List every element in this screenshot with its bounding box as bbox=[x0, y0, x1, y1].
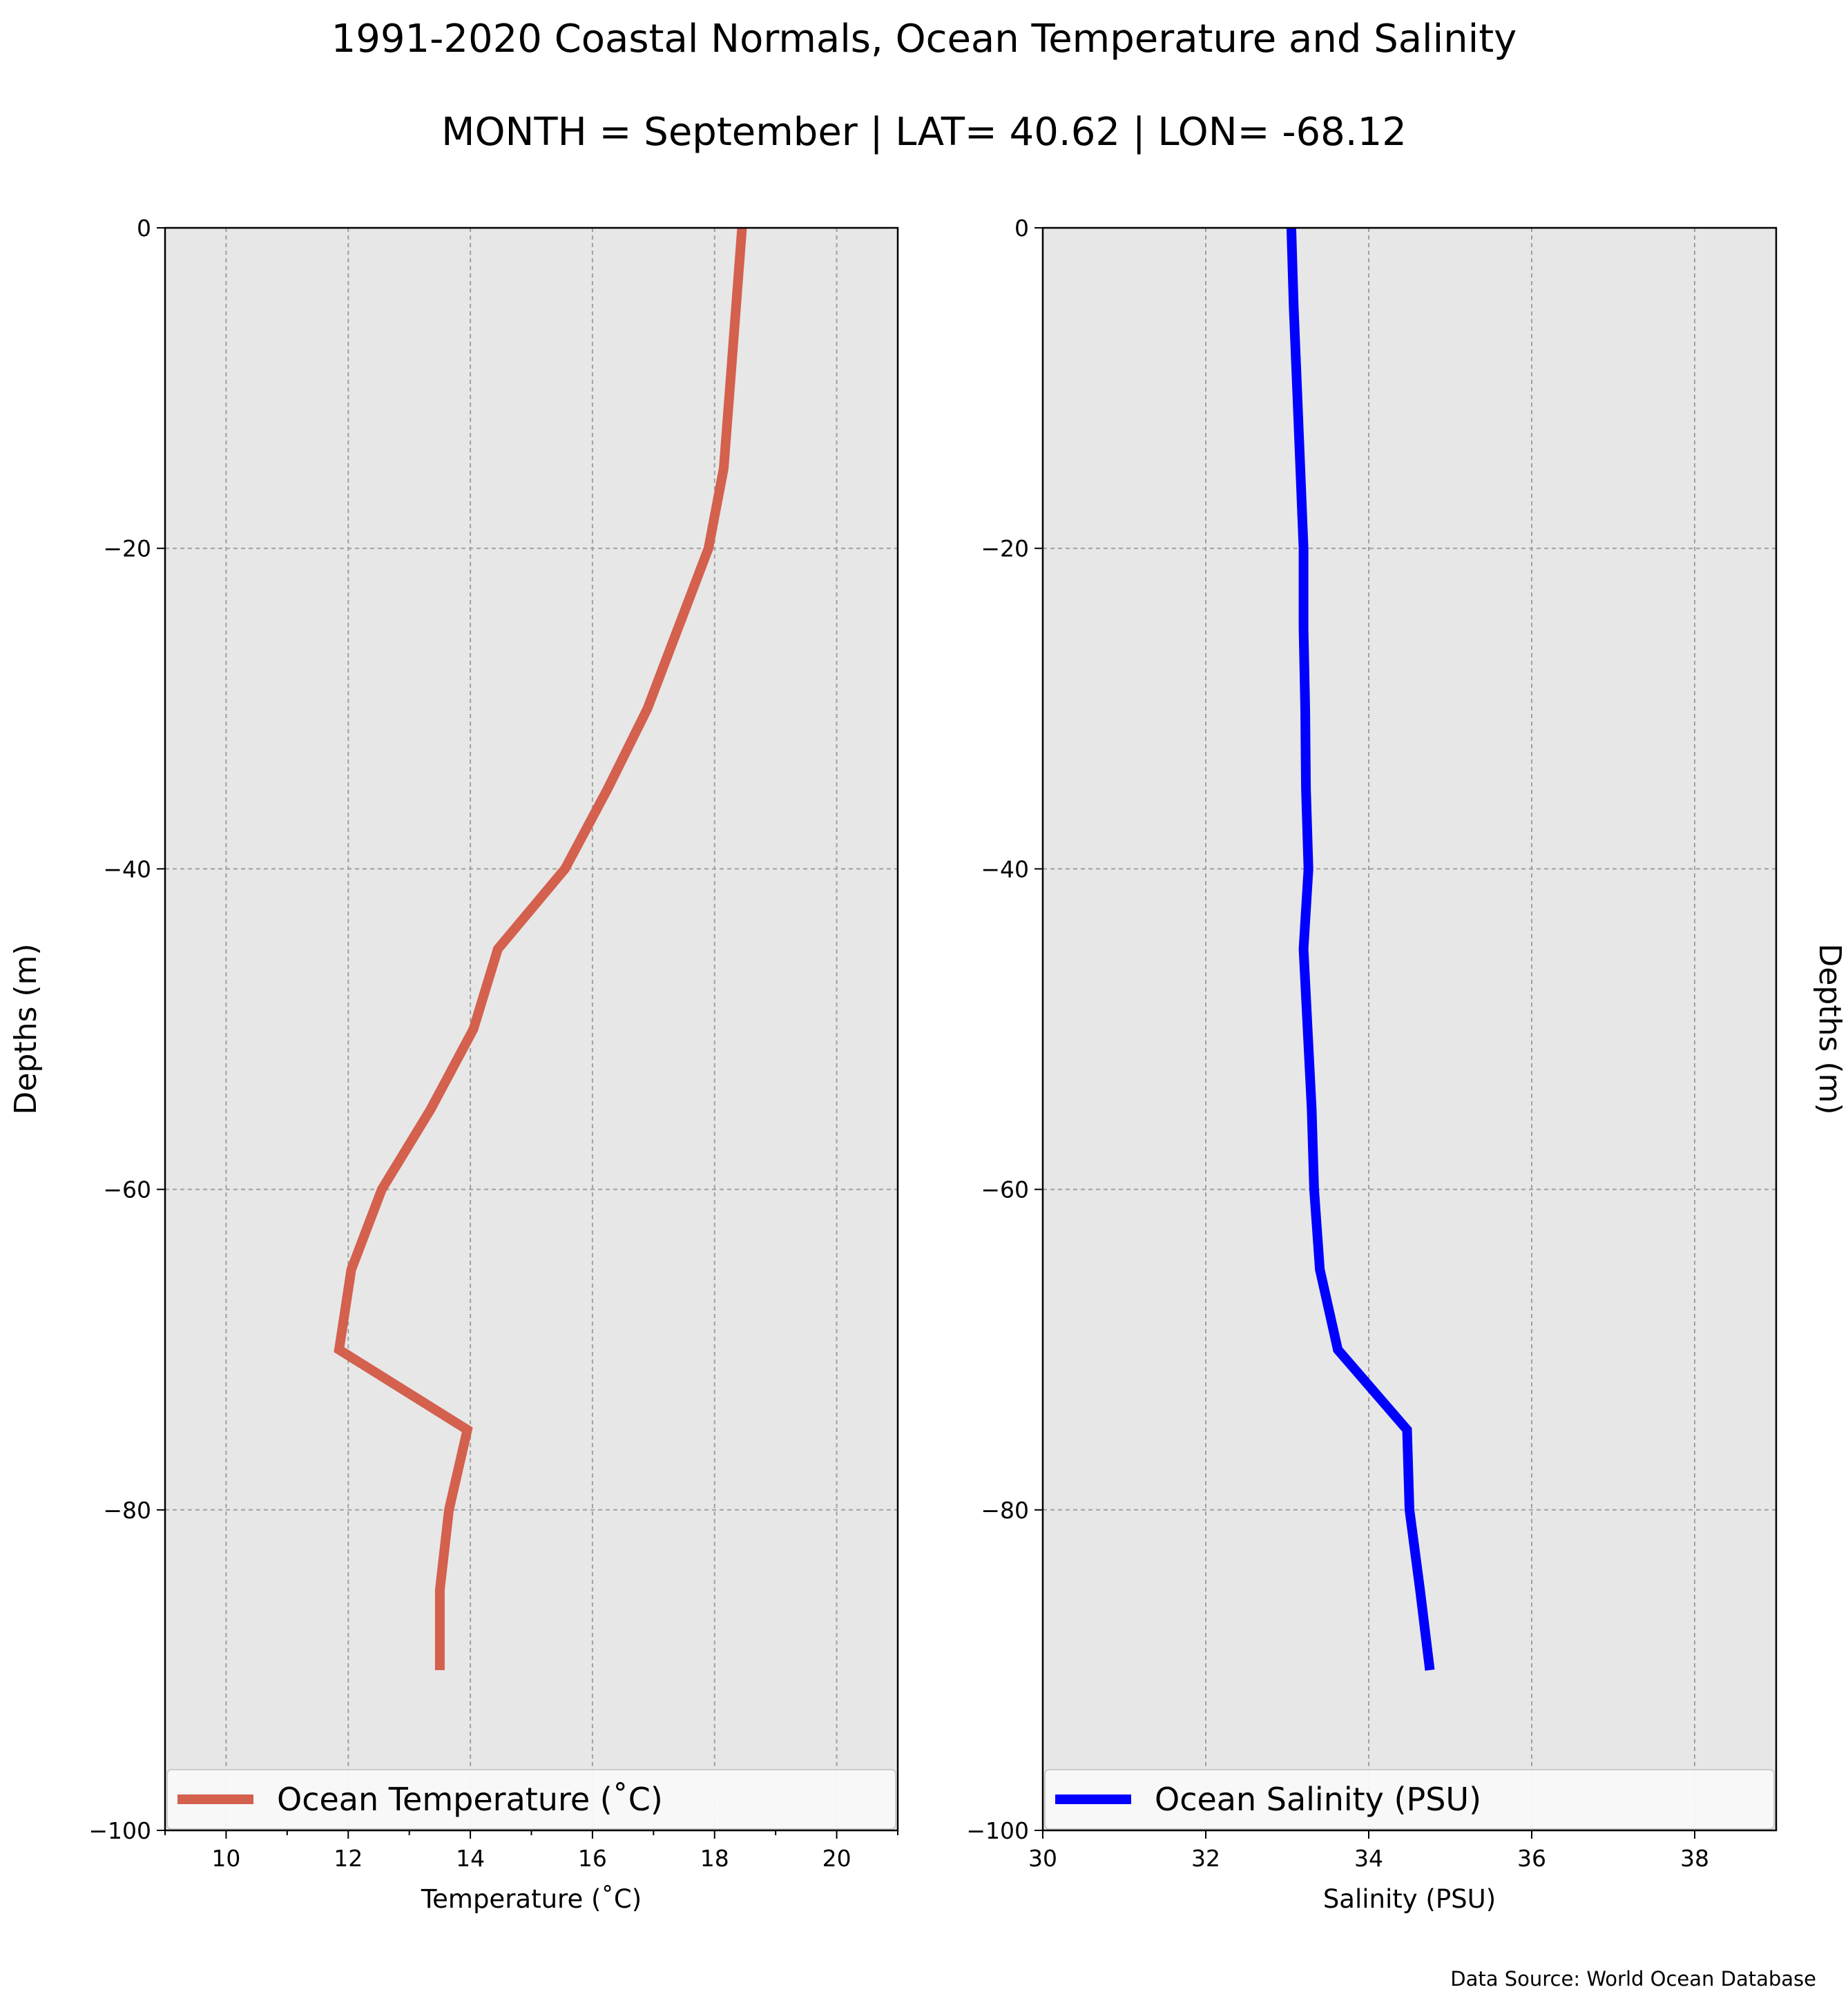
x-tick-label: 30 bbox=[1028, 1845, 1057, 1872]
legend-label: Ocean Temperature (˚C) bbox=[277, 1781, 663, 1818]
y-tick-label: −100 bbox=[88, 1817, 151, 1844]
y-axis-label: Depths (m) bbox=[8, 943, 44, 1114]
salinity-legend-box bbox=[1044, 1769, 1775, 1830]
x-tick-label: 14 bbox=[456, 1845, 485, 1872]
series-line bbox=[334, 227, 747, 1670]
temperature-chart: Ocean Temperature (˚C) 10 12 14 16 18 20 0 −20 −4… bbox=[8, 215, 899, 1914]
figure-title: 1991-2020 Coastal Normals, Ocean Tempera… bbox=[331, 17, 1517, 61]
x-axis-label: Temperature (˚C) bbox=[421, 1884, 642, 1914]
temperature-legend-box bbox=[166, 1769, 896, 1830]
y-tick-label: −80 bbox=[981, 1497, 1029, 1524]
x-tick-label: 38 bbox=[1680, 1845, 1709, 1872]
salinity-chart: Ocean Salinity (PSU) 30 32 34 36 38 0 −20 −40 −60… bbox=[966, 215, 1847, 1914]
axes-frame bbox=[1041, 226, 1778, 1832]
figure-subtitle: MONTH = September | LAT= 40.62 | LON= -6… bbox=[441, 110, 1407, 155]
y-tick-label: −60 bbox=[103, 1177, 151, 1203]
y-tick-label: 0 bbox=[1014, 215, 1029, 242]
y-tick-label: −40 bbox=[103, 855, 151, 882]
legend-label: Ocean Salinity (PSU) bbox=[1155, 1781, 1481, 1818]
y-tick-label: −40 bbox=[981, 855, 1029, 882]
x-axis-label: Salinity (PSU) bbox=[1323, 1884, 1496, 1914]
plot-background bbox=[1043, 228, 1776, 1830]
series-line bbox=[1286, 227, 1435, 1671]
x-tick-label: 20 bbox=[822, 1845, 851, 1872]
x-tick-label: 10 bbox=[211, 1845, 240, 1872]
y-axis-label: Depths (m) bbox=[1812, 943, 1847, 1114]
y-tick-label: −20 bbox=[103, 535, 151, 562]
y-tick-label: −80 bbox=[103, 1497, 151, 1524]
y-tick-label: −20 bbox=[981, 535, 1029, 562]
x-tick-label: 32 bbox=[1191, 1845, 1220, 1872]
y-tick-label: 0 bbox=[137, 215, 151, 242]
x-tick-label: 16 bbox=[578, 1845, 607, 1872]
y-tick-label: −100 bbox=[966, 1817, 1029, 1844]
x-tick-label: 12 bbox=[334, 1845, 363, 1872]
x-tick-label: 18 bbox=[700, 1845, 729, 1872]
y-tick-label: −60 bbox=[981, 1177, 1029, 1203]
x-tick-label: 34 bbox=[1354, 1845, 1383, 1872]
plot-background bbox=[165, 228, 898, 1830]
x-tick-label: 36 bbox=[1517, 1845, 1546, 1872]
data-source-note: Data Source: World Ocean Database bbox=[1450, 1967, 1816, 1991]
